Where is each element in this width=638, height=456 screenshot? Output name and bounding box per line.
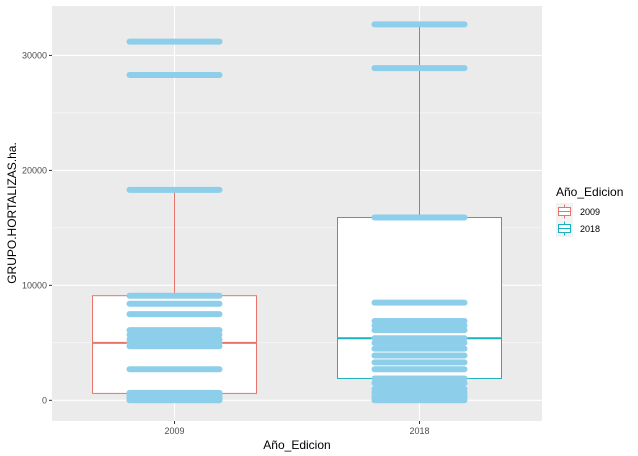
legend-label: 2009 xyxy=(580,207,600,217)
x-axis: 2009 2018 xyxy=(164,421,430,436)
legend-entry-2009: 2009 xyxy=(556,203,600,220)
legend-label: 2018 xyxy=(580,224,600,234)
data-points xyxy=(126,21,468,404)
legend-title: Año_Edicion xyxy=(556,185,623,199)
y-tick-label: 20000 xyxy=(22,165,47,175)
x-tick-label: 2009 xyxy=(164,426,184,436)
y-axis-title: GRUPO.HORTALIZAS.ha. xyxy=(5,142,19,284)
x-axis-title: Año_Edicion xyxy=(263,438,330,452)
y-tick-label: 10000 xyxy=(22,280,47,290)
legend-entry-2018: 2018 xyxy=(556,220,600,237)
y-axis: 0 10000 20000 30000 xyxy=(22,50,52,405)
box-iqr xyxy=(337,217,502,379)
legend: Año_Edicion 2009 2018 xyxy=(556,185,623,237)
y-tick-label: 30000 xyxy=(22,50,47,60)
boxes xyxy=(92,24,502,401)
x-tick-label: 2018 xyxy=(409,426,429,436)
y-tick-label: 0 xyxy=(42,395,47,405)
